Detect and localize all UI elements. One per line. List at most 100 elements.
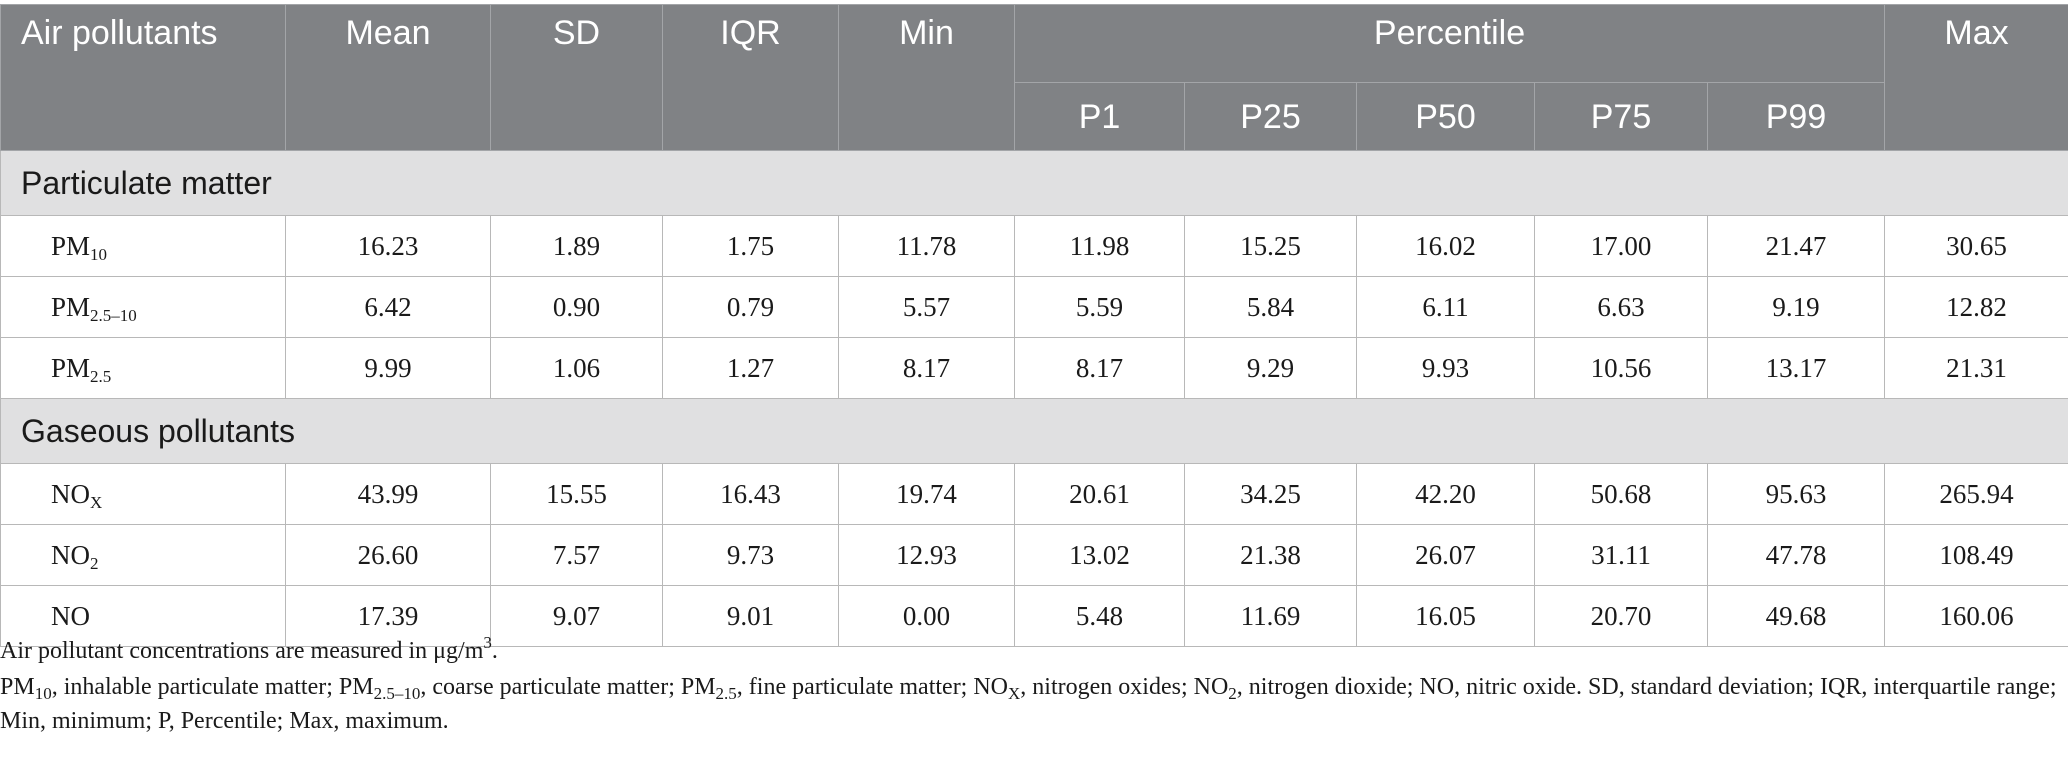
value-cell-sd: 1.06 [490, 337, 663, 399]
header-p25: P25 [1184, 82, 1357, 151]
value-cell-p1: 8.17 [1014, 337, 1185, 399]
pollutant-name: NO [51, 600, 90, 631]
value-cell-min: 8.17 [838, 337, 1015, 399]
pollutant-name: PM [51, 291, 91, 322]
value-cell-p50: 16.02 [1356, 215, 1535, 277]
footnote-units-text: Air pollutant concentrations are measure… [0, 638, 484, 664]
header-mean: Mean [285, 4, 491, 151]
value-cell-iqr: 9.01 [662, 585, 839, 647]
table-row: NO 17.39 9.07 9.01 0.00 5.48 11.69 16.05 20.70 49… [0, 585, 2068, 647]
footnote-subscript: 10 [34, 684, 52, 703]
value-cell-max: 265.94 [1884, 463, 2068, 525]
pollutant-name: PM [51, 230, 91, 261]
value-cell-mean: 17.39 [285, 585, 491, 647]
value-cell-p75: 20.70 [1534, 585, 1708, 647]
value-cell-p25: 5.84 [1184, 276, 1357, 338]
value-cell-p1: 11.98 [1014, 215, 1185, 277]
pollutant-subscript: 2.5–10 [90, 305, 137, 325]
value-cell-max: 12.82 [1884, 276, 2068, 338]
header-percentile: Percentile [1013, 4, 1886, 83]
footnote-text-segment: PM [0, 674, 35, 700]
pollutant-statistics-table: Air pollutants Mean SD IQR Min Percentil… [0, 4, 2068, 647]
value-cell-mean: 43.99 [285, 463, 491, 525]
value-cell-iqr: 16.43 [662, 463, 839, 525]
pollutant-table-container: Air pollutants Mean SD IQR Min Percentil… [0, 4, 2068, 647]
table-body: Particulate matter PM10 16.23 1.89 1.75 11.78… [0, 150, 2068, 647]
footnote-text-segment: , coarse particulate matter; PM [420, 674, 716, 700]
value-cell-mean: 6.42 [285, 276, 491, 338]
footnote-text-segment: , nitrogen oxides; NO [1020, 674, 1229, 700]
value-cell-p50: 6.11 [1356, 276, 1535, 338]
value-cell-p1: 13.02 [1014, 524, 1185, 586]
pollutant-name-cell: NO [0, 585, 286, 647]
table-row: PM2.5 9.99 1.06 1.27 8.17 8.17 9.29 9.93 10.56 13… [0, 337, 2068, 399]
footnote-units: Air pollutant concentrations are measure… [0, 634, 2060, 668]
value-cell-sd: 15.55 [490, 463, 663, 525]
value-cell-min: 19.74 [838, 463, 1015, 525]
value-cell-max: 30.65 [1884, 215, 2068, 277]
value-cell-max: 160.06 [1884, 585, 2068, 647]
value-cell-min: 11.78 [838, 215, 1015, 277]
pollutant-name-cell: NO2 [0, 524, 286, 586]
pollutant-subscript: 2 [90, 553, 99, 573]
value-cell-p75: 17.00 [1534, 215, 1708, 277]
pollutant-name-cell: PM2.5–10 [0, 276, 286, 338]
value-cell-p75: 31.11 [1534, 524, 1708, 586]
footnote-abbreviations: PM10, inhalable particulate matter; PM2.… [0, 670, 2060, 738]
footnote-subscript: 2.5–10 [373, 684, 421, 703]
value-cell-p99: 47.78 [1706, 524, 1886, 586]
table-row: PM10 16.23 1.89 1.75 11.78 11.98 15.25 16.02 17.… [0, 215, 2068, 277]
value-cell-p50: 9.93 [1356, 337, 1535, 399]
value-cell-p25: 15.25 [1184, 215, 1357, 277]
value-cell-p75: 10.56 [1534, 337, 1708, 399]
footnote-units-period: . [491, 638, 498, 664]
value-cell-sd: 9.07 [490, 585, 663, 647]
header-p75: P75 [1534, 82, 1708, 151]
value-cell-max: 108.49 [1884, 524, 2068, 586]
value-cell-p75: 6.63 [1534, 276, 1708, 338]
footnote-text-segment: , fine particulate matter; NO [736, 674, 1009, 700]
value-cell-p1: 5.48 [1014, 585, 1185, 647]
table-header: Air pollutants Mean SD IQR Min Percentil… [0, 4, 2068, 151]
section-row: Gaseous pollutants [0, 398, 2068, 464]
value-cell-p50: 16.05 [1356, 585, 1535, 647]
value-cell-min: 12.93 [838, 524, 1015, 586]
value-cell-iqr: 0.79 [662, 276, 839, 338]
value-cell-min: 0.00 [838, 585, 1015, 647]
section-title: Gaseous pollutants [0, 398, 2068, 464]
pollutant-name: PM [51, 352, 91, 383]
value-cell-min: 5.57 [838, 276, 1015, 338]
header-sd: SD [490, 4, 663, 151]
pollutant-name: NO [51, 539, 90, 570]
header-p1: P1 [1014, 82, 1185, 151]
value-cell-p25: 21.38 [1184, 524, 1357, 586]
value-cell-iqr: 9.73 [662, 524, 839, 586]
value-cell-max: 21.31 [1884, 337, 2068, 399]
value-cell-p1: 20.61 [1014, 463, 1185, 525]
footnote-subscript: 2 [1228, 684, 1237, 703]
section-row: Particulate matter [0, 150, 2068, 216]
value-cell-p50: 26.07 [1356, 524, 1535, 586]
value-cell-p25: 34.25 [1184, 463, 1357, 525]
value-cell-sd: 7.57 [490, 524, 663, 586]
pollutant-name: NO [51, 478, 90, 509]
header-p99: P99 [1706, 82, 1886, 151]
value-cell-p75: 50.68 [1534, 463, 1708, 525]
value-cell-p99: 9.19 [1706, 276, 1886, 338]
value-cell-mean: 9.99 [285, 337, 491, 399]
pollutant-name-cell: NOX [0, 463, 286, 525]
value-cell-p25: 11.69 [1184, 585, 1357, 647]
table-row: NO2 26.60 7.57 9.73 12.93 13.02 21.38 26.07 31.1… [0, 524, 2068, 586]
footnote-text-segment: , nitrogen dioxide; NO, nitric oxide. SD… [0, 674, 2057, 734]
pollutant-subscript: 2.5 [90, 366, 112, 386]
value-cell-p99: 13.17 [1706, 337, 1886, 399]
pollutant-subscript: X [90, 492, 103, 512]
value-cell-sd: 0.90 [490, 276, 663, 338]
value-cell-mean: 16.23 [285, 215, 491, 277]
header-p50: P50 [1356, 82, 1535, 151]
header-air-pollutants: Air pollutants [0, 4, 286, 151]
value-cell-p50: 42.20 [1356, 463, 1535, 525]
footnote-subscript: X [1008, 684, 1021, 703]
value-cell-p99: 95.63 [1706, 463, 1886, 525]
header-max: Max [1884, 4, 2068, 151]
